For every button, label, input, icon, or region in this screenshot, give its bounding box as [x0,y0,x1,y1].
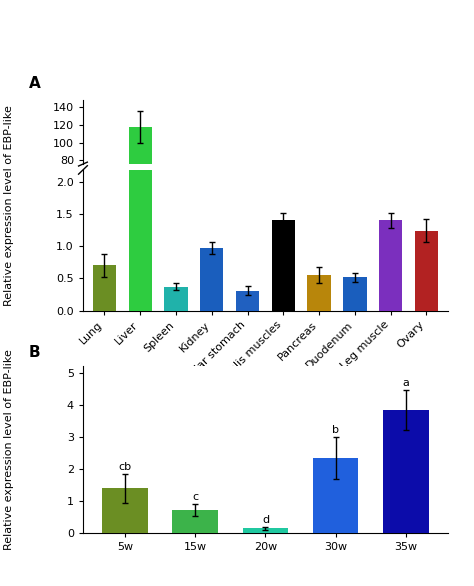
Bar [243,529,288,533]
Text: cb: cb [118,462,132,472]
Bar [415,231,438,232]
Bar [415,230,438,311]
Text: A: A [28,76,40,91]
Bar [164,287,188,311]
Bar [200,248,223,311]
Bar [200,231,223,232]
Bar [383,410,428,533]
Text: c: c [192,492,198,502]
Bar [272,231,295,232]
Bar [379,220,402,311]
Bar [93,231,116,232]
Bar [379,231,402,232]
Bar [313,458,358,533]
Text: Relative expression level of EBP-like: Relative expression level of EBP-like [4,105,15,305]
Bar [102,488,148,533]
Text: Relative expression level of EBP-like: Relative expression level of EBP-like [4,349,15,550]
Text: a: a [402,379,409,389]
Bar [308,275,331,311]
Bar [128,0,152,311]
Text: B: B [28,345,40,360]
Text: d: d [262,515,269,525]
Bar [272,220,295,311]
Bar [128,127,152,232]
Bar [173,510,218,533]
Bar [236,291,259,311]
Bar [343,277,366,311]
Text: b: b [332,425,339,435]
Bar [93,265,116,311]
